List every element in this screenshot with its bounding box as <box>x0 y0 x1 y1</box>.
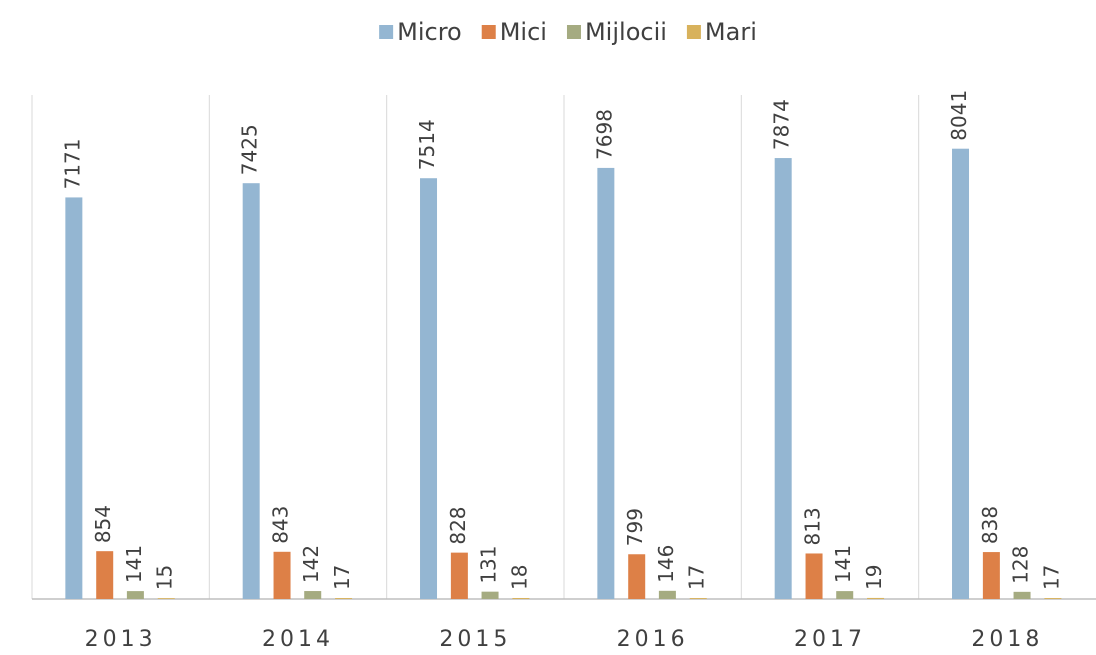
data-label: 19 <box>862 564 886 589</box>
legend-label: Mari <box>705 18 757 46</box>
bar <box>304 591 322 599</box>
x-tick-label: 2016 <box>617 627 689 652</box>
bar <box>126 591 144 599</box>
bar <box>157 598 175 599</box>
legend-swatch <box>379 25 394 39</box>
data-label: 15 <box>153 565 177 590</box>
x-tick-label: 2017 <box>794 627 866 652</box>
bar <box>273 551 291 599</box>
data-label: 141 <box>122 545 146 583</box>
data-label: 142 <box>299 545 323 583</box>
bar <box>952 148 970 600</box>
bar <box>335 598 353 599</box>
data-label: 146 <box>654 545 678 583</box>
legend-swatch <box>481 25 496 39</box>
legend-label: Micro <box>397 18 462 46</box>
legend-swatch <box>686 25 701 39</box>
data-label: 17 <box>1039 565 1063 590</box>
data-label: 854 <box>91 505 115 543</box>
x-tick-label: 2015 <box>439 627 511 652</box>
bar <box>1013 591 1031 599</box>
bar <box>450 552 468 599</box>
bar <box>481 591 499 599</box>
data-label: 7514 <box>415 119 439 170</box>
data-label: 7874 <box>770 99 794 150</box>
bar <box>689 598 707 599</box>
bar <box>65 197 83 599</box>
data-label: 17 <box>330 565 354 590</box>
x-tick-label: 2018 <box>971 627 1043 652</box>
data-label: 128 <box>1009 546 1033 584</box>
data-label: 843 <box>269 506 293 544</box>
legend-label: Mici <box>500 18 547 46</box>
bar <box>836 591 854 599</box>
data-label: 18 <box>507 565 531 590</box>
bar <box>242 183 260 599</box>
data-label: 799 <box>623 508 647 546</box>
bar <box>597 167 615 600</box>
data-label: 7425 <box>238 124 262 175</box>
bar <box>658 590 676 599</box>
legend-label: Mijlocii <box>585 18 667 46</box>
data-label: 828 <box>446 506 470 544</box>
data-label: 838 <box>978 506 1002 544</box>
legend: Micro Mici Mijlocii Mari <box>379 18 757 46</box>
bar <box>96 551 114 599</box>
bar <box>628 554 646 599</box>
bar <box>805 553 823 599</box>
data-label: 131 <box>477 545 501 583</box>
bar <box>867 597 885 599</box>
bar <box>982 552 1000 599</box>
data-label: 141 <box>831 545 855 583</box>
x-tick-label: 2014 <box>262 627 334 652</box>
data-label: 7171 <box>60 139 84 190</box>
data-label: 7698 <box>592 109 616 160</box>
data-label: 813 <box>801 507 825 545</box>
bar <box>774 158 792 599</box>
x-tick-label: 2013 <box>85 627 157 652</box>
bar <box>1044 598 1062 599</box>
data-label: 17 <box>685 565 709 590</box>
bar <box>420 178 438 599</box>
data-label: 8041 <box>947 90 971 141</box>
bar <box>512 597 530 599</box>
legend-swatch <box>566 25 581 39</box>
